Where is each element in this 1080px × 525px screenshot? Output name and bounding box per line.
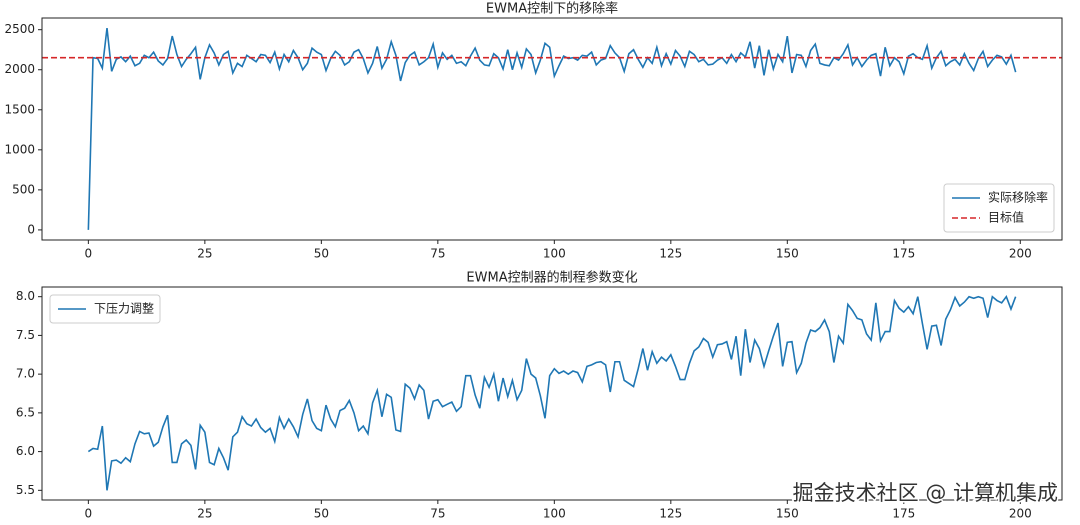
y-tick-label: 2500 [4, 22, 35, 36]
y-tick-label: 8.0 [16, 289, 35, 303]
legend: 下压力调整 [49, 294, 161, 324]
x-tick-label: 150 [776, 507, 799, 521]
x-tick-label: 0 [85, 247, 93, 261]
subplot: EWMA控制器的制程参数变化 0 25 50 75 100 125 150 175 200 5.5 6… [16, 270, 1063, 521]
data-line [87, 295, 1017, 491]
y-tick-label: 7.0 [16, 367, 35, 381]
legend-label: 实际移除率 [988, 190, 1048, 205]
x-tick-label: 25 [197, 507, 212, 521]
axes-frame [41, 17, 1063, 241]
y-tick-label: 500 [12, 182, 35, 196]
data-line [87, 27, 1017, 230]
legend-box [943, 183, 1055, 233]
y-tick-label: 1500 [4, 102, 35, 116]
y-tick-label: 7.5 [16, 328, 35, 342]
x-tick-label: 125 [659, 247, 682, 261]
y-tick-label: 6.0 [16, 444, 35, 458]
x-tick-label: 100 [543, 507, 566, 521]
x-tick-label: 175 [892, 507, 915, 521]
x-tick-label: 75 [430, 247, 445, 261]
y-tick-label: 6.5 [16, 405, 35, 419]
y-tick-label: 2000 [4, 62, 35, 76]
x-tick-label: 200 [1009, 247, 1032, 261]
legend-label: 目标值 [988, 210, 1024, 225]
x-tick-label: 200 [1009, 507, 1032, 521]
x-tick-label: 175 [892, 247, 915, 261]
chart-title: EWMA控制下的移除率 [486, 1, 618, 17]
y-tick-label: 0 [27, 222, 35, 236]
watermark: 掘金技术社区 @ 计算机集成 [793, 481, 1058, 505]
x-tick-label: 150 [776, 247, 799, 261]
chart-title: EWMA控制器的制程参数变化 [466, 270, 637, 286]
x-tick-label: 100 [543, 247, 566, 261]
x-tick-label: 50 [314, 247, 329, 261]
x-tick-label: 75 [430, 507, 445, 521]
legend-box [49, 294, 161, 324]
y-tick-label: 5.5 [16, 483, 35, 497]
x-tick-label: 50 [314, 507, 329, 521]
y-tick-label: 1000 [4, 142, 35, 156]
axes-frame [41, 286, 1063, 501]
x-tick-label: 25 [197, 247, 212, 261]
x-tick-label: 0 [85, 507, 93, 521]
x-tick-label: 125 [659, 507, 682, 521]
legend-label: 下压力调整 [94, 301, 154, 316]
